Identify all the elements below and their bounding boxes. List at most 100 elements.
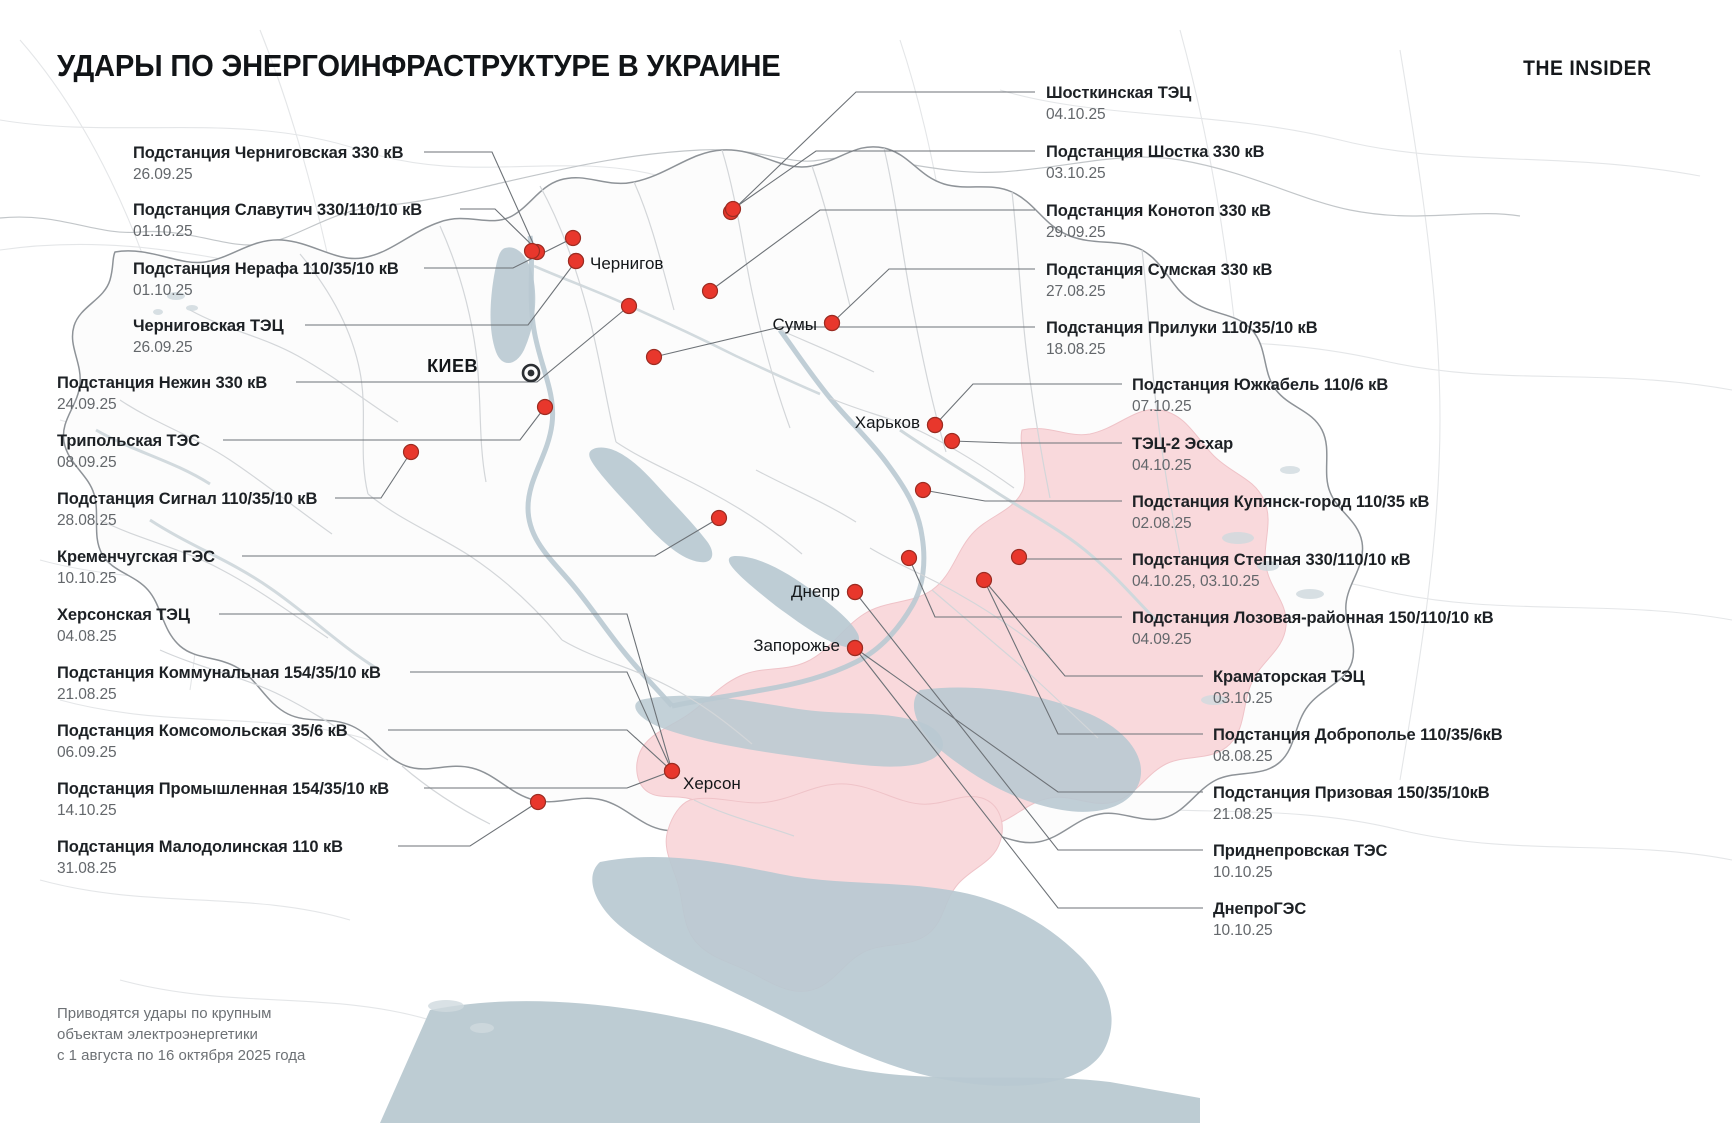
callout-label-date: 01.10.25 (133, 282, 193, 299)
capital-marker-ring (521, 363, 541, 383)
leader-line (854, 591, 1203, 851)
callout-label-name: Подстанция Сумская 330 кВ (1046, 261, 1273, 279)
callout-label: Подстанция Нерафа 110/35/10 кВ 01.10.25 (133, 259, 399, 300)
callout-label-name: Подстанция Купянск-город 110/35 кВ (1132, 493, 1430, 511)
strike-marker[interactable] (701, 282, 719, 300)
callout-label-date: 04.10.25 (1046, 106, 1106, 123)
city-strike-marker[interactable] (926, 416, 944, 434)
leader-line (983, 579, 1203, 735)
callout-label-date: 10.10.25 (57, 570, 117, 587)
strike-marker[interactable] (724, 200, 742, 218)
strike-marker[interactable] (536, 398, 554, 416)
callout-label: Подстанция Малодолинская 110 кВ 31.08.25 (57, 837, 343, 878)
leader-line (653, 326, 1035, 358)
callout-label-date: 24.09.25 (57, 396, 117, 413)
callout-label: Подстанция Прилуки 110/35/10 кВ 18.08.25 (1046, 318, 1318, 359)
strike-marker[interactable] (402, 443, 420, 461)
callout-label-date: 08.08.25 (1213, 748, 1273, 765)
callout-label-date: 03.10.25 (1046, 165, 1106, 182)
strike-marker[interactable] (529, 793, 547, 811)
leader-line (854, 647, 1203, 909)
callout-label: Подстанция Степная 330/110/10 кВ 04.10.25… (1132, 550, 1411, 591)
callout-label-date: 10.10.25 (1213, 922, 1273, 939)
strike-marker[interactable] (975, 571, 993, 589)
leader-lines (219, 91, 1203, 909)
city-label: КИЕВ (427, 356, 478, 376)
leader-line (223, 406, 546, 441)
city-strike-marker[interactable] (846, 583, 864, 601)
strike-marker[interactable] (943, 432, 961, 450)
leader-line (951, 440, 1122, 444)
callout-label-date: 21.08.25 (1213, 806, 1273, 823)
publisher-logo: THE INSIDER (1523, 57, 1652, 80)
city-strike-marker[interactable] (663, 762, 681, 780)
footnote: Приводятся удары по крупным объектам эле… (57, 1005, 306, 1064)
leader-line (296, 305, 630, 383)
callout-label: ДнепроГЭС 10.10.25 (1213, 899, 1306, 940)
leader-line (934, 383, 1122, 426)
callout-label: Подстанция Комсомольская 35/6 кВ 06.09.25 (57, 721, 348, 762)
callout-label-name: Черниговская ТЭЦ (133, 317, 284, 335)
strike-marker[interactable] (900, 549, 918, 567)
small-lakes (153, 292, 1324, 1033)
capital-marker-core (527, 369, 535, 377)
callout-label-date: 04.10.25 (1132, 457, 1192, 474)
callout-label-date: 04.10.25, 03.10.25 (1132, 573, 1260, 590)
callout-label-name: Подстанция Нежин 330 кВ (57, 374, 268, 392)
strike-marker[interactable] (523, 242, 541, 260)
callout-label-name: Подстанция Конотоп 330 кВ (1046, 202, 1271, 220)
city-strike-marker[interactable] (823, 314, 841, 332)
city-label: Херсон (683, 774, 741, 793)
leader-line (908, 557, 1122, 618)
callout-label-name: Подстанция Лозовая-районная 150/110/10 к… (1132, 609, 1494, 627)
callout-label-name: Подстанция Доброполье 110/35/6кВ (1213, 726, 1503, 744)
callout-label-date: 01.10.25 (133, 223, 193, 240)
leader-line (242, 517, 720, 557)
leader-line (219, 613, 673, 772)
strike-marker[interactable] (1010, 548, 1028, 566)
callout-label: Подстанция Сигнал 110/35/10 кВ 28.08.25 (57, 489, 317, 530)
callout-label: Кременчугская ГЭС 10.10.25 (57, 547, 215, 588)
callout-label: ТЭЦ-2 Эсхар 04.10.25 (1132, 434, 1233, 475)
leader-line (831, 268, 1035, 324)
leader-line (305, 260, 577, 326)
callout-label-date: 28.08.25 (57, 512, 117, 529)
callout-label-name: ТЭЦ-2 Эсхар (1132, 435, 1234, 453)
callout-label-date: 18.08.25 (1046, 341, 1106, 358)
callout-label: Подстанция Сумская 330 кВ 27.08.25 (1046, 260, 1272, 301)
callout-label-date: 04.09.25 (1132, 631, 1192, 648)
callout-label-name: ДнепроГЭС (1213, 900, 1307, 918)
page-title: УДАРЫ ПО ЭНЕРГОИНФРАСТРУКТУРЕ В УКРАИНЕ (57, 48, 781, 83)
callout-label-name: Шосткинская ТЭЦ (1046, 84, 1192, 102)
callout-label-name: Подстанция Южкабель 110/6 кВ (1132, 376, 1389, 394)
city-strike-marker[interactable] (567, 252, 585, 270)
city-strike-marker[interactable] (846, 639, 864, 657)
strike-marker[interactable] (645, 348, 663, 366)
leader-line (709, 209, 1035, 292)
strike-marker[interactable] (710, 509, 728, 527)
callout-label-name: Трипольская ТЭС (57, 432, 200, 450)
callout-label: Подстанция Южкабель 110/6 кВ 07.10.25 (1132, 375, 1388, 416)
callout-label: Подстанция Доброполье 110/35/6кВ 08.08.25 (1213, 725, 1503, 766)
callout-label-name: Подстанция Промышленная 154/35/10 кВ (57, 780, 390, 798)
callout-label: Подстанция Купянск-город 110/35 кВ 02.08.… (1132, 492, 1429, 533)
strike-marker[interactable] (620, 297, 638, 315)
callout-label-date: 26.09.25 (133, 166, 193, 183)
callout-label-date: 27.08.25 (1046, 283, 1106, 300)
callout-label-name: Кременчугская ГЭС (57, 548, 215, 566)
callout-label-name: Подстанция Нерафа 110/35/10 кВ (133, 260, 399, 278)
callout-label-name: Краматорская ТЭЦ (1213, 668, 1365, 686)
callout-label-date: 10.10.25 (1213, 864, 1273, 881)
leader-line (398, 801, 539, 847)
callout-label-date: 31.08.25 (57, 860, 117, 877)
callout-label-date: 06.09.25 (57, 744, 117, 761)
callout-label: Подстанция Черниговская 330 кВ 26.09.25 (133, 143, 404, 184)
callout-label-name: Подстанция Черниговская 330 кВ (133, 144, 404, 162)
strike-marker[interactable] (914, 481, 932, 499)
strike-marker[interactable] (564, 229, 582, 247)
city-dots (521, 252, 944, 780)
leader-line (460, 208, 537, 250)
callout-label-date: 26.09.25 (133, 339, 193, 356)
